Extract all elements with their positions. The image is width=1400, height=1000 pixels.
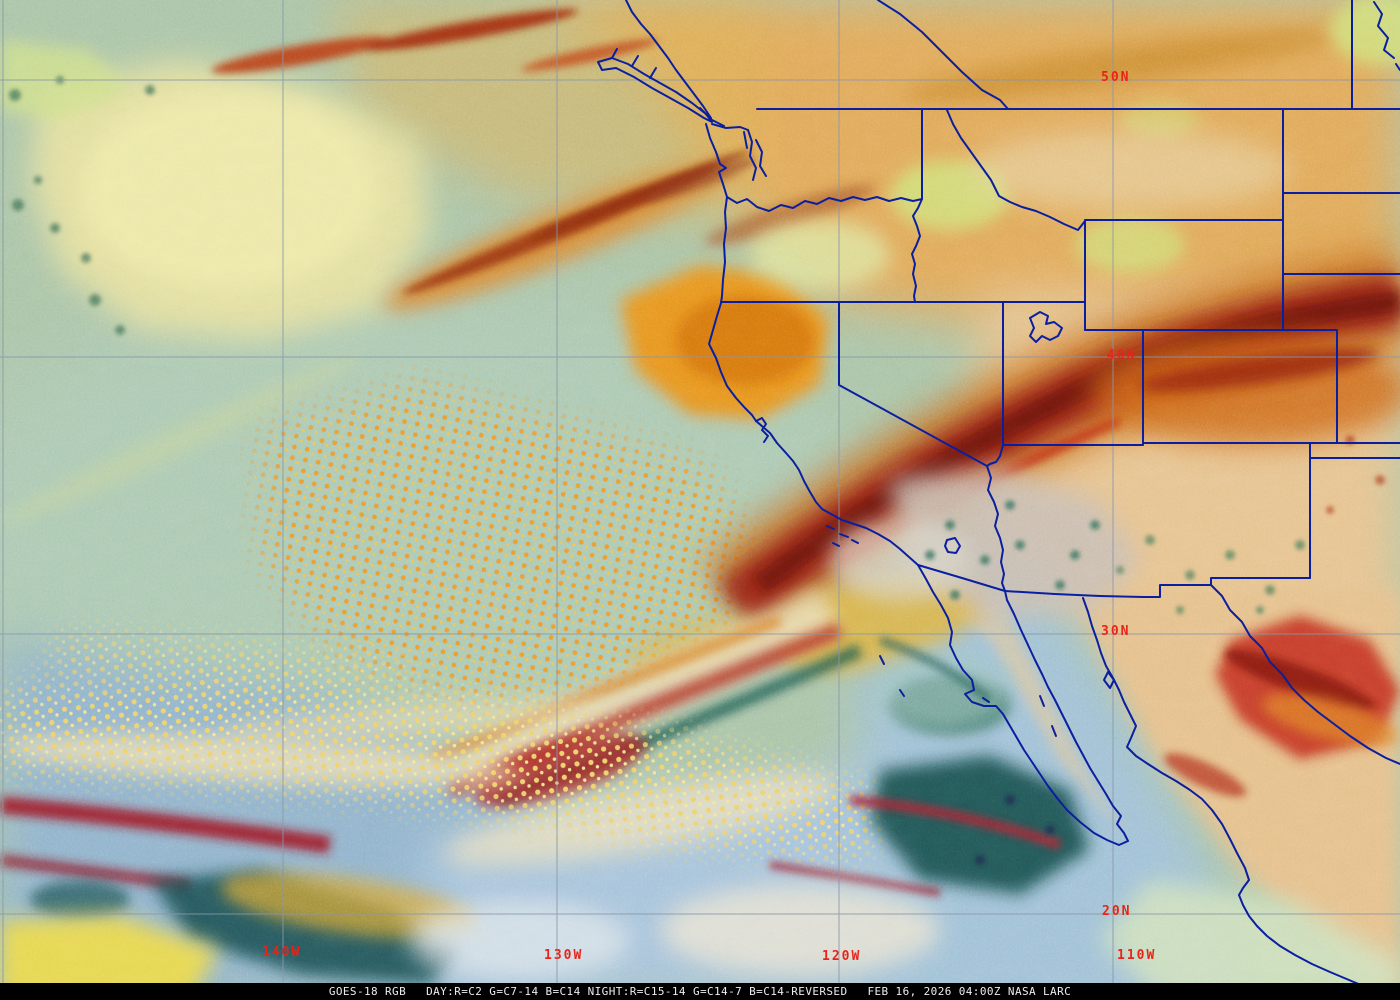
timestamp-label: FEB 16, 2026 04:00Z NASA LARC: [867, 985, 1072, 998]
product-label: GOES-18 RGB: [328, 985, 407, 998]
lon-label-140w: 140W: [262, 945, 302, 960]
rgb-recipe-label: DAY:R=C2 G=C7-14 B=C14 NIGHT:R=C15-14 G=…: [426, 985, 848, 998]
lon-label-130w: 130W: [544, 948, 584, 963]
lon-label-110w: 110W: [1117, 948, 1157, 963]
status-bar: GOES-18 RGB DAY:R=C2 G=C7-14 B=C14 NIGHT…: [0, 983, 1400, 1000]
lat-label-30n: 30N: [1101, 624, 1131, 639]
lat-label-50n: 50N: [1101, 70, 1131, 85]
lat-label-20n: 20N: [1102, 904, 1132, 919]
map-boundaries: [597, 0, 1400, 1000]
lon-label-120w: 120W: [822, 949, 862, 964]
lat-label-40n: 40N: [1107, 348, 1137, 363]
